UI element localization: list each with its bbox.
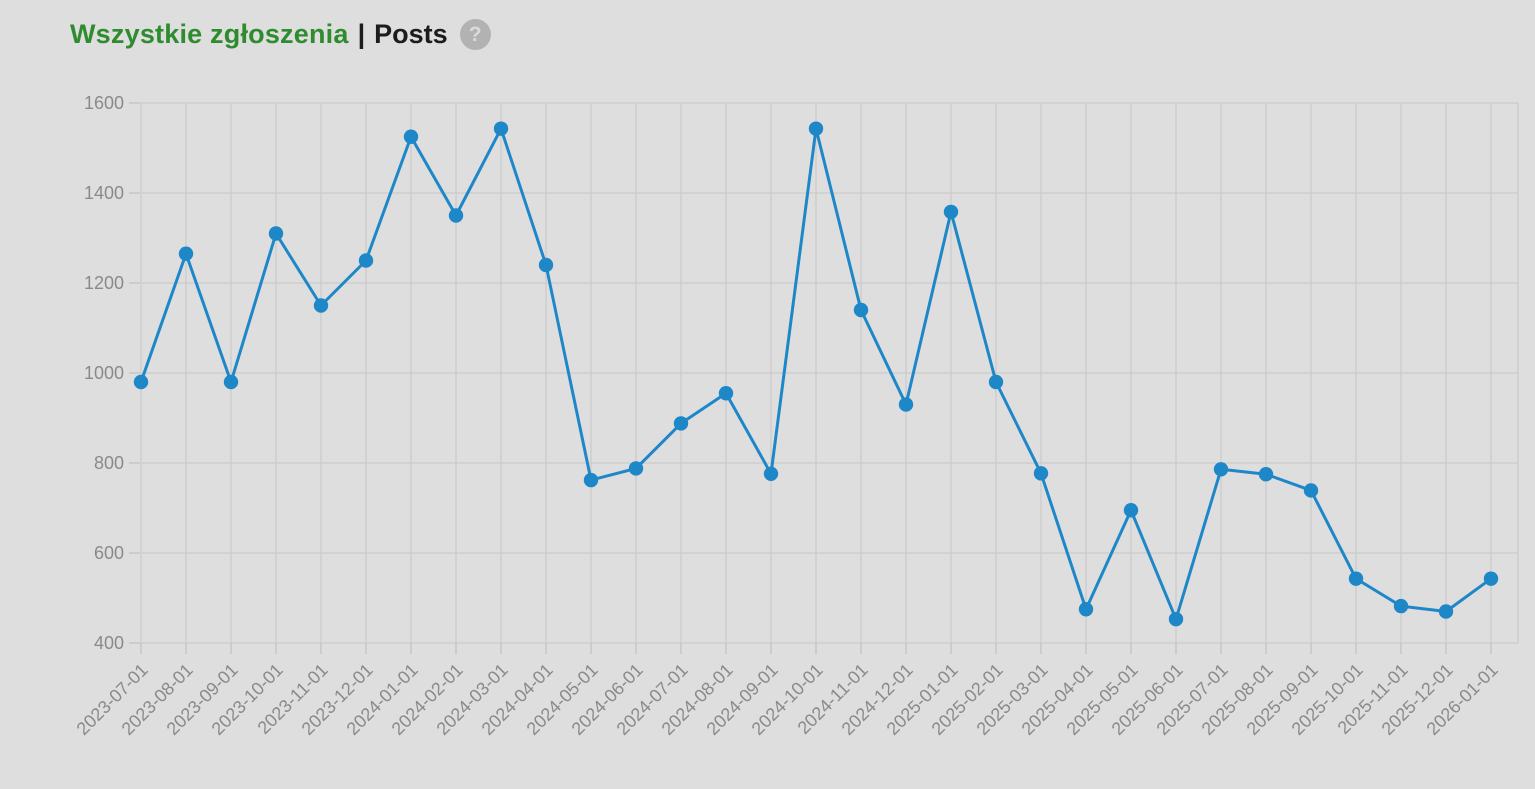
title-separator: | xyxy=(357,19,366,49)
page-title-primary: Wszystkie zgłoszenia xyxy=(70,19,349,49)
data-point-2023-09-01[interactable] xyxy=(223,374,239,390)
data-point-2024-06-01[interactable] xyxy=(628,461,644,476)
data-point-2024-11-01[interactable] xyxy=(853,302,869,318)
data-point-2024-10-01[interactable] xyxy=(808,121,824,136)
data-point-2026-01-01[interactable] xyxy=(1483,571,1499,586)
y-tick-label: 1000 xyxy=(84,363,124,383)
data-point-2023-08-01[interactable] xyxy=(178,246,194,261)
data-point-2025-09-01[interactable] xyxy=(1303,483,1319,498)
data-point-2025-10-01[interactable] xyxy=(1348,571,1364,586)
data-point-2023-12-01[interactable] xyxy=(358,253,374,268)
data-point-2024-05-01[interactable] xyxy=(583,472,599,488)
y-tick-label: 400 xyxy=(94,633,124,653)
data-point-2024-03-01[interactable] xyxy=(493,121,509,136)
data-point-2025-07-01[interactable] xyxy=(1213,462,1229,477)
chart-header: Wszystkie zgłoszenia | Posts ? xyxy=(70,19,491,50)
data-point-2024-09-01[interactable] xyxy=(763,466,779,481)
data-point-2025-02-01[interactable] xyxy=(988,374,1004,390)
page-title-secondary: Posts xyxy=(374,19,448,49)
y-tick-label: 800 xyxy=(94,453,124,473)
data-point-2023-11-01[interactable] xyxy=(313,298,329,313)
y-tick-label: 1600 xyxy=(84,93,124,113)
data-point-2024-02-01[interactable] xyxy=(448,208,464,223)
data-point-2025-11-01[interactable] xyxy=(1393,598,1409,614)
data-point-2025-03-01[interactable] xyxy=(1033,466,1049,481)
data-point-2024-04-01[interactable] xyxy=(538,257,554,273)
data-point-2024-01-01[interactable] xyxy=(403,129,419,144)
question-mark-glyph: ? xyxy=(468,22,482,46)
help-icon[interactable]: ? xyxy=(459,19,491,50)
data-point-2024-12-01[interactable] xyxy=(898,397,914,412)
data-point-2025-05-01[interactable] xyxy=(1123,503,1139,518)
y-tick-label: 600 xyxy=(94,543,124,563)
data-point-2023-07-01[interactable] xyxy=(133,374,149,390)
data-point-2024-07-01[interactable] xyxy=(673,416,689,431)
y-tick-label: 1400 xyxy=(84,183,124,203)
data-point-2025-08-01[interactable] xyxy=(1258,467,1274,482)
data-point-2023-10-01[interactable] xyxy=(268,226,284,241)
y-tick-label: 1200 xyxy=(84,273,124,293)
data-point-2025-01-01[interactable] xyxy=(943,204,959,220)
data-point-2025-04-01[interactable] xyxy=(1078,602,1094,617)
data-point-2024-08-01[interactable] xyxy=(718,386,734,401)
data-point-2025-12-01[interactable] xyxy=(1438,604,1454,619)
data-point-2025-06-01[interactable] xyxy=(1168,611,1184,627)
